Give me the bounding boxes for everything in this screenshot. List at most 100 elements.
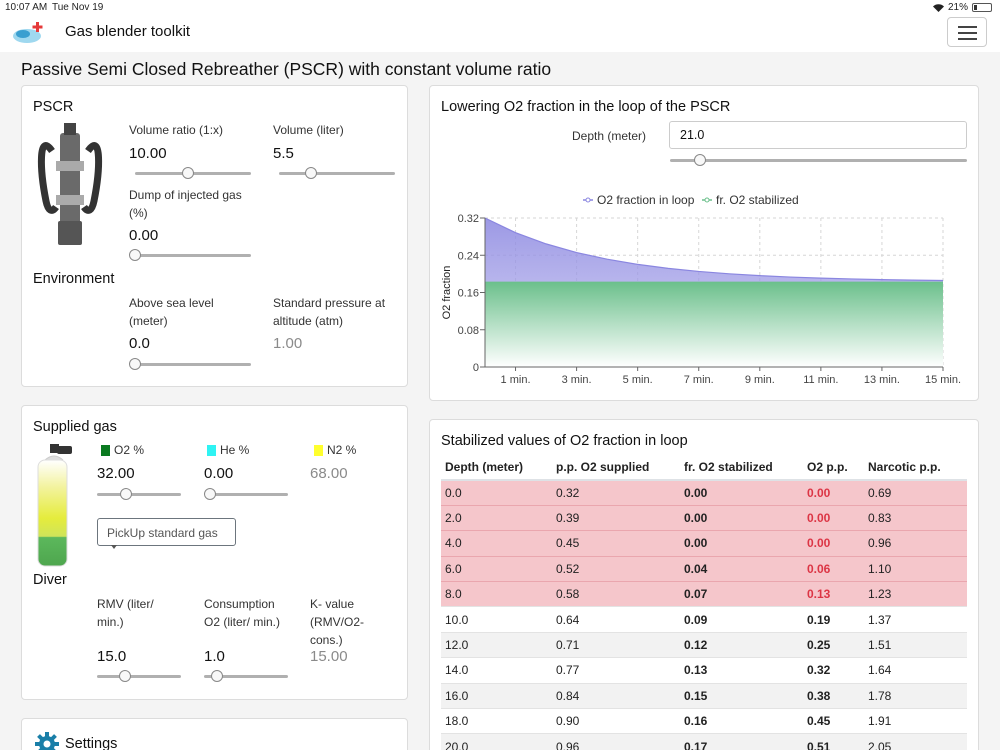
table-cell: 2.05: [864, 733, 967, 750]
status-date: Tue Nov 19: [52, 2, 104, 13]
table-cell: 1.91: [864, 708, 967, 734]
kvalue-value: 15.00: [310, 648, 348, 665]
lowering-title: Lowering O2 fraction in the loop of the …: [441, 99, 731, 115]
n2-value: 68.00: [310, 465, 348, 482]
volume-value: 5.5: [273, 145, 294, 162]
rmv-slider[interactable]: [97, 670, 181, 682]
o2-fraction-chart: 0 0.08 0.16 0.24 0.32 1 min. 3 min. 5 min. 7 min…: [441, 213, 961, 386]
depth-slider[interactable]: [670, 154, 967, 166]
table-cell: 0.04: [680, 555, 803, 582]
table-cell: 8.0: [441, 581, 552, 607]
slider-thumb[interactable]: [305, 167, 318, 179]
stabilized-title: Stabilized values of O2 fraction in loop: [441, 433, 688, 449]
y-tick-label: 0.08: [458, 325, 479, 337]
gear-icon[interactable]: [35, 732, 59, 750]
o2-color-swatch: [101, 444, 110, 456]
he-color-swatch: [207, 444, 216, 456]
environment-title: Environment: [33, 271, 115, 287]
table-row: 8.0 0.58 0.07 0.13 1.23: [441, 581, 967, 607]
dive-logo-icon[interactable]: [11, 20, 47, 46]
table-cell: 0.13: [680, 657, 803, 684]
table-cell: 0.09: [680, 606, 803, 633]
above-sea-slider[interactable]: [129, 358, 251, 370]
volume-ratio-slider[interactable]: [135, 167, 251, 179]
table-cell: 0.06: [803, 555, 864, 582]
pscr-title: PSCR: [33, 99, 74, 115]
table-cell: 0.45: [803, 708, 864, 734]
table-row: 20.0 0.96 0.17 0.51 2.05: [441, 733, 967, 750]
dump-value: 0.00: [129, 227, 159, 244]
slider-thumb[interactable]: [129, 249, 141, 261]
table-cell: 0.00: [803, 479, 864, 506]
table-cell: 0.64: [552, 606, 680, 633]
table-cell: 0.0: [441, 479, 552, 506]
consumption-slider[interactable]: [204, 670, 288, 682]
table-cell: 0.83: [864, 504, 967, 531]
table-header-cell: p.p. O2 supplied: [552, 455, 680, 481]
diver-title: Diver: [33, 572, 67, 588]
y-tick-label: 0.16: [458, 288, 479, 300]
o2-slider[interactable]: [97, 488, 181, 500]
table-cell: 1.23: [864, 581, 967, 607]
table-header-row: Depth (meter) p.p. O2 supplied fr. O2 stab…: [441, 455, 967, 481]
dump-slider[interactable]: [129, 249, 251, 261]
table-cell: 0.39: [552, 504, 680, 531]
y-tick-label: 0: [473, 362, 479, 374]
status-time: 10:07 AM: [5, 2, 48, 13]
he-slider[interactable]: [204, 488, 288, 500]
slider-thumb[interactable]: [182, 167, 195, 179]
depth-label: Depth (meter): [572, 129, 647, 143]
table-header-cell: fr. O2 stabilized: [680, 455, 803, 481]
above-sea-label: Above sea level (meter): [129, 296, 214, 328]
slider-thumb[interactable]: [693, 154, 706, 166]
o2-tag: O2 %: [101, 443, 144, 457]
slider-thumb[interactable]: [129, 358, 141, 370]
slider-thumb[interactable]: [210, 670, 223, 682]
table-cell: 2.0: [441, 504, 552, 531]
status-bar: 10:07 AM Tue Nov 19 21%: [0, 0, 1000, 14]
app-brand[interactable]: Gas blender toolkit: [65, 23, 191, 40]
table-cell: 14.0: [441, 657, 552, 684]
series-stabilized-area: [485, 282, 943, 367]
chart-legend-stabilized[interactable]: fr. O2 stabilized: [702, 193, 799, 207]
rmv-label: RMV (liter/ min.): [97, 597, 154, 629]
table-cell: 0.45: [552, 530, 680, 557]
volume-slider[interactable]: [279, 167, 395, 179]
supplied-gas-title: Supplied gas: [33, 419, 117, 435]
table-cell: 0.16: [680, 708, 803, 734]
x-tick-label: 9 min.: [745, 374, 775, 386]
y-axis-label: O2 fraction: [441, 266, 453, 320]
table-cell: 0.38: [803, 682, 864, 709]
table-cell: 0.25: [803, 631, 864, 658]
pickup-gas-dropdown[interactable]: PickUp standard gas: [97, 518, 236, 549]
table-cell: 0.00: [680, 530, 803, 557]
x-tick-label: 7 min.: [684, 374, 714, 386]
volume-label: Volume (liter): [273, 123, 344, 137]
he-label: He %: [220, 443, 250, 457]
rebreather-icon: [37, 123, 103, 245]
table-cell: 0.69: [864, 479, 967, 506]
slider-thumb[interactable]: [118, 670, 131, 682]
n2-label: N2 %: [327, 443, 357, 457]
table-cell: 6.0: [441, 555, 552, 582]
x-tick-label: 13 min.: [864, 374, 900, 386]
chart-legend-loop[interactable]: O2 fraction in loop: [583, 193, 694, 207]
table-cell: 0.00: [680, 504, 803, 531]
table-cell: 1.78: [864, 682, 967, 709]
o2-label: O2 %: [114, 443, 145, 457]
table-row: 10.0 0.64 0.09 0.19 1.37: [441, 606, 967, 633]
depth-input[interactable]: [669, 121, 967, 149]
x-tick-label: 5 min.: [623, 374, 653, 386]
y-tick-label: 0.32: [458, 213, 479, 225]
battery-icon: [972, 3, 992, 12]
status-right: 21%: [932, 2, 992, 13]
table-row: 2.0 0.39 0.00 0.00 0.83: [441, 504, 967, 531]
table-row: 6.0 0.52 0.04 0.06 1.10: [441, 555, 967, 582]
table-cell: 0.12: [680, 631, 803, 658]
menu-toggle-button[interactable]: [947, 17, 987, 47]
table-cell: 0.07: [680, 581, 803, 607]
settings-card: [21, 718, 408, 750]
battery-percent: 21%: [947, 2, 968, 13]
slider-thumb[interactable]: [120, 488, 133, 500]
slider-thumb[interactable]: [204, 488, 216, 500]
